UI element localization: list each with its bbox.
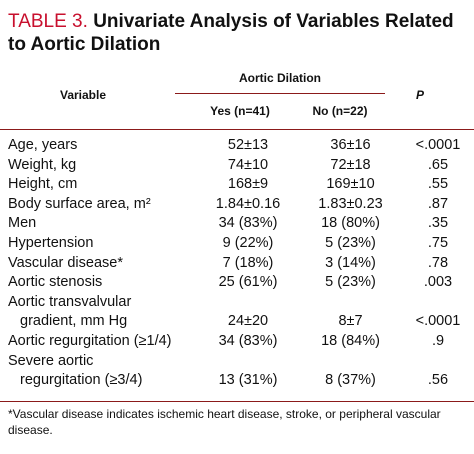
yes-cell: 7 (18%) <box>222 254 274 271</box>
variable-text: Body surface area, m² <box>8 195 151 212</box>
no-cell: 169±10 <box>326 176 375 193</box>
variable-text: gradient, mm Hg <box>20 313 128 330</box>
table-body: Age, years 52±13 36±16 <.0001 Weight, kg 74±1… <box>8 136 468 391</box>
footnote: *Vascular disease indicates ischemic hea… <box>8 407 441 437</box>
variable-text: Men <box>8 215 37 232</box>
no-cell: 8±7 <box>338 313 363 330</box>
p-cell: .55 <box>427 176 449 193</box>
variable-cell: Age, years <box>8 136 203 156</box>
no-cell: 18 (84%) <box>321 332 380 349</box>
variable-cell: Severe aortic regurgitation (≥3/4) <box>8 352 203 391</box>
p-cell: .003 <box>423 274 453 291</box>
table-row: Weight, kg 74±10 72±18 .65 <box>8 156 468 176</box>
yes-cell: 74±10 <box>227 156 269 173</box>
variable-text: Aortic regurgitation (≥1/4) <box>8 332 172 349</box>
no-cell: 3 (14%) <box>325 254 376 271</box>
table-row: Aortic regurgitation (≥1/4) 34 (83%) 18 (8… <box>8 332 468 352</box>
table-row: Hypertension 9 (22%) 5 (23%) .75 <box>8 234 468 254</box>
variable-text: Weight, kg <box>8 156 77 173</box>
variable-text: Height, cm <box>8 176 78 193</box>
header-rule <box>0 129 474 130</box>
variable-text: Hypertension <box>8 234 94 251</box>
table-row: Vascular disease* 7 (18%) 3 (14%) .78 <box>8 254 468 274</box>
no-cell: 72±18 <box>330 156 371 173</box>
variable-cell: Aortic regurgitation (≥1/4) <box>8 332 203 352</box>
yes-cell: 34 (83%) <box>218 332 278 349</box>
table-row: Men 34 (83%) 18 (80%) .35 <box>8 214 468 234</box>
header-variable: Variable <box>59 88 107 102</box>
table-row: Aortic stenosis 25 (61%) 5 (23%) .003 <box>8 273 468 293</box>
no-cell: 5 (23%) <box>325 274 376 291</box>
table-row: Severe aortic regurgitation (≥3/4) 13 (31%… <box>8 352 468 391</box>
p-cell: .65 <box>427 156 449 173</box>
yes-cell: 9 (22%) <box>222 234 274 251</box>
yes-cell: 24±20 <box>227 313 269 330</box>
p-cell: .87 <box>427 195 449 212</box>
variable-cell: Weight, kg <box>8 156 203 176</box>
table-title: Univariate Analysis of Variables Related… <box>8 11 454 55</box>
table-row: Age, years 52±13 36±16 <.0001 <box>8 136 468 156</box>
table-row: Body surface area, m² 1.84±0.16 1.83±0.23.… <box>8 195 468 215</box>
table-row: Aortic transvalvular gradient, mm Hg 24±20… <box>8 293 468 332</box>
variable-cell: Body surface area, m² <box>8 195 203 215</box>
variable-cell: Height, cm <box>8 175 203 195</box>
title: TABLE 3. Univariate Analysis of Variable… <box>8 10 458 56</box>
yes-cell: 168±9 <box>227 176 269 193</box>
no-cell: 18 (80%) <box>321 215 380 232</box>
variable-cell: Aortic transvalvular gradient, mm Hg <box>8 293 203 332</box>
header-no: No (n=22) <box>312 104 368 118</box>
yes-cell: 34 (83%) <box>218 215 278 232</box>
variable-text: Vascular disease* <box>8 254 123 271</box>
p-cell: .78 <box>427 254 449 271</box>
yes-cell: 52±13 <box>227 137 269 153</box>
no-cell: 36±16 <box>330 137 371 153</box>
yes-cell: 1.84±0.16 <box>215 195 281 212</box>
variable-cell: Men <box>8 214 203 234</box>
p-cell: <.0001 <box>415 137 461 153</box>
variable-cell: Aortic stenosis <box>8 273 203 293</box>
header-yes: Yes (n=41) <box>210 104 270 118</box>
p-cell: .9 <box>431 332 445 349</box>
variable-text: Aortic transvalvular <box>8 293 132 310</box>
variable-text: Severe aortic <box>8 352 94 369</box>
no-cell: 8 (37%) <box>325 372 376 389</box>
p-cell: <.0001 <box>415 313 461 330</box>
no-cell: 5 (23%) <box>325 234 376 251</box>
yes-cell: 13 (31%) <box>218 372 278 389</box>
variable-text: Aortic stenosis <box>8 274 103 291</box>
variable-text: Age, years <box>8 137 78 153</box>
header-p: P <box>415 88 424 102</box>
header-group: Aortic Dilation <box>238 71 321 85</box>
variable-text: regurgitation (≥3/4) <box>20 372 143 389</box>
variable-cell: Hypertension <box>8 234 203 254</box>
variable-cell: Vascular disease* <box>8 254 203 274</box>
table-label: TABLE 3. <box>8 11 88 32</box>
p-cell: .35 <box>427 215 449 232</box>
p-cell: .56 <box>427 372 449 389</box>
p-cell: .75 <box>427 234 449 251</box>
yes-cell: 25 (61%) <box>218 274 278 291</box>
table-row: Height, cm 168±9 169±10 .55 <box>8 175 468 195</box>
group-rule <box>175 93 385 94</box>
footer-rule <box>0 401 474 402</box>
no-cell: 1.83±0.23 <box>318 195 383 212</box>
